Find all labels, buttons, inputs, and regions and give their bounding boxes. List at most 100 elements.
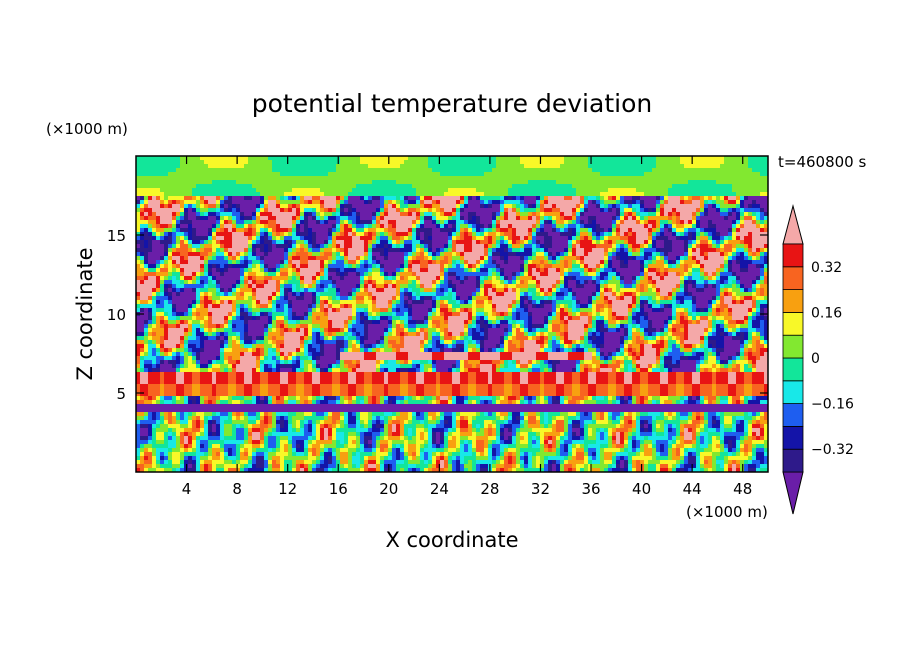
field-cell <box>328 280 333 285</box>
field-cell <box>476 256 481 261</box>
field-cell <box>520 224 525 229</box>
field-cell <box>612 244 617 249</box>
field-cell <box>332 260 337 265</box>
field-cell <box>720 268 725 273</box>
field-cell <box>332 220 337 225</box>
field-cell <box>724 264 729 269</box>
field-cell <box>496 176 501 181</box>
field-cell <box>524 240 529 245</box>
field-cell <box>660 192 665 197</box>
field-cell <box>228 180 233 185</box>
field-cell <box>364 252 369 257</box>
field-cell <box>740 252 745 257</box>
field-cell <box>552 256 557 261</box>
field-cell <box>336 220 341 225</box>
field-cell <box>596 240 601 245</box>
field-cell <box>228 276 233 281</box>
field-cell <box>660 196 665 201</box>
field-cell <box>280 280 285 285</box>
field-cell <box>572 188 577 193</box>
field-cell <box>516 164 521 169</box>
field-cell <box>344 172 349 177</box>
field-cell <box>648 276 653 281</box>
field-cell <box>728 168 733 173</box>
field-cell <box>244 276 249 281</box>
field-cell <box>468 240 473 245</box>
field-cell <box>180 200 185 205</box>
field-cell <box>244 228 249 233</box>
field-cell <box>432 216 437 221</box>
field-cell <box>160 268 165 273</box>
field-cell <box>180 276 185 281</box>
field-cell <box>320 248 325 253</box>
field-cell <box>608 268 613 273</box>
field-cell <box>544 228 549 233</box>
field-cell <box>344 224 349 229</box>
field-cell <box>544 244 549 249</box>
field-cell <box>692 232 697 237</box>
field-cell <box>404 256 409 261</box>
field-cell <box>512 176 517 181</box>
field-cell <box>564 200 569 205</box>
field-cell <box>464 252 469 257</box>
field-cell <box>528 256 533 261</box>
field-cell <box>516 264 521 269</box>
field-cell <box>404 212 409 217</box>
field-cell <box>608 244 613 249</box>
field-cell <box>316 164 321 169</box>
field-cell <box>224 184 229 189</box>
field-cell <box>168 240 173 245</box>
field-cell <box>312 188 317 193</box>
field-cell <box>196 280 201 285</box>
field-cell <box>416 188 421 193</box>
field-cell <box>316 172 321 177</box>
field-cell <box>188 204 193 209</box>
field-cell <box>140 228 145 233</box>
field-cell <box>472 276 477 281</box>
field-cell <box>532 180 537 185</box>
field-cell <box>352 216 357 221</box>
field-cell <box>588 272 593 277</box>
field-cell <box>644 260 649 265</box>
field-cell <box>676 264 681 269</box>
field-cell <box>144 236 149 241</box>
field-cell <box>240 228 245 233</box>
field-cell <box>404 268 409 273</box>
field-cell <box>432 180 437 185</box>
field-cell <box>144 228 149 233</box>
field-cell <box>468 216 473 221</box>
field-cell <box>484 168 489 173</box>
field-cell <box>476 260 481 265</box>
field-cell <box>388 260 393 265</box>
field-cell <box>700 176 705 181</box>
field-cell <box>224 200 229 205</box>
field-cell <box>288 264 293 269</box>
field-cell <box>636 204 641 209</box>
field-cell <box>628 244 633 249</box>
field-cell <box>748 196 753 201</box>
field-cell <box>688 200 693 205</box>
field-cell <box>676 212 681 217</box>
field-cell <box>604 256 609 261</box>
field-cell <box>708 196 713 201</box>
field-cell <box>440 180 445 185</box>
field-cell <box>756 244 761 249</box>
field-cell <box>600 184 605 189</box>
field-cell <box>272 244 277 249</box>
field-cell <box>168 248 173 253</box>
field-cell <box>452 200 457 205</box>
field-cell <box>140 244 145 249</box>
field-cell <box>520 268 525 273</box>
field-cell <box>608 224 613 229</box>
field-cell <box>372 224 377 229</box>
field-cell <box>432 212 437 217</box>
field-cell <box>640 236 645 241</box>
field-cell <box>668 176 673 181</box>
field-cell <box>560 256 565 261</box>
field-cell <box>744 236 749 241</box>
field-cell <box>516 224 521 229</box>
field-cell <box>168 264 173 269</box>
field-cell <box>476 272 481 277</box>
field-cell <box>156 268 161 273</box>
field-cell <box>624 220 629 225</box>
